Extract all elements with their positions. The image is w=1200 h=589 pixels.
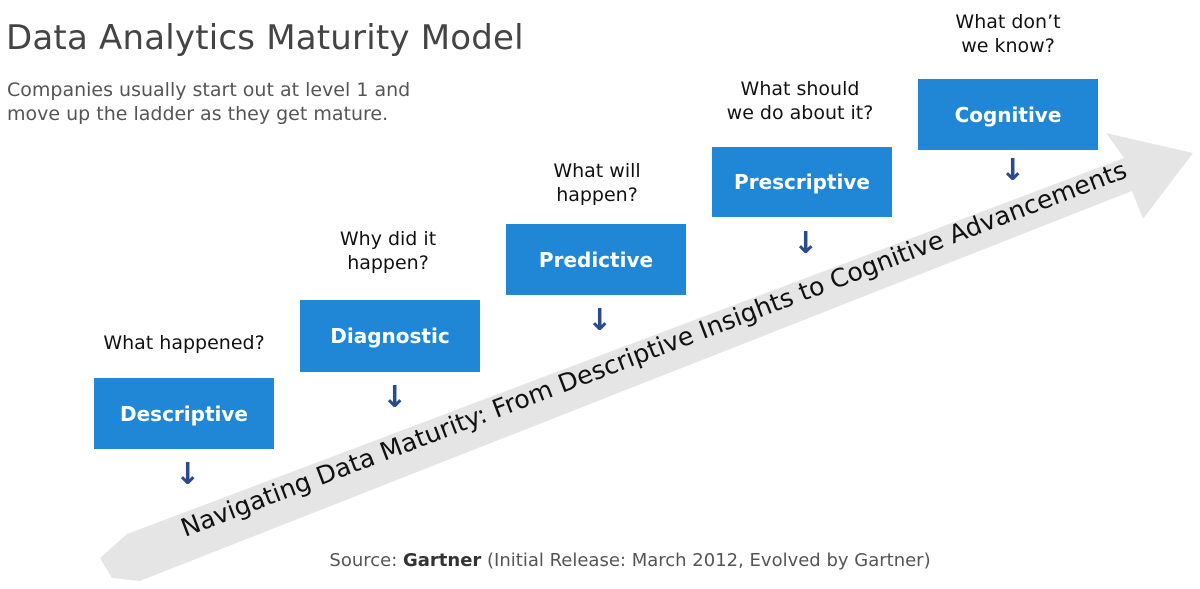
question-prescriptive-line-2: we do about it?	[726, 102, 874, 124]
stage-box-cognitive: Cognitive	[918, 79, 1098, 150]
page-title: Data Analytics Maturity Model	[6, 18, 524, 58]
question-diagnostic-line-1: Why did it	[339, 228, 437, 250]
subtitle: Companies usually start out at level 1 a…	[7, 78, 410, 126]
question-predictive: What will happen?	[497, 159, 697, 207]
question-cognitive: What don’t we know?	[908, 10, 1108, 58]
subtitle-line-1: Companies usually start out at level 1 a…	[7, 79, 411, 101]
question-prescriptive-line-1: What should	[740, 78, 860, 100]
down-arrow-icon: ↓	[1000, 153, 1026, 188]
source-citation: Source: Gartner (Initial Release: March …	[0, 550, 1200, 571]
question-descriptive-line-1: What happened?	[103, 332, 265, 354]
down-arrow-icon: ↓	[382, 380, 408, 415]
stage-box-diagnostic: Diagnostic	[300, 300, 480, 372]
question-cognitive-line-1: What don’t	[955, 11, 1061, 33]
down-arrow-icon: ↓	[793, 226, 819, 261]
question-descriptive: What happened?	[84, 331, 284, 355]
stage-box-descriptive: Descriptive	[94, 378, 274, 449]
down-arrow-icon: ↓	[175, 457, 201, 492]
question-predictive-line-2: happen?	[556, 184, 638, 206]
question-predictive-line-1: What will	[553, 160, 641, 182]
question-diagnostic-line-2: happen?	[347, 252, 429, 274]
stage-box-prescriptive: Prescriptive	[712, 147, 892, 217]
question-prescriptive: What should we do about it?	[700, 77, 900, 125]
stage-box-predictive: Predictive	[506, 224, 686, 295]
source-org: Gartner	[403, 550, 482, 571]
maturity-arrow-shape	[100, 133, 1193, 581]
question-diagnostic: Why did it happen?	[288, 227, 488, 275]
source-prefix: Source:	[329, 550, 403, 571]
question-cognitive-line-2: we know?	[961, 35, 1055, 57]
source-suffix: (Initial Release: March 2012, Evolved by…	[481, 550, 931, 571]
subtitle-line-2: move up the ladder as they get mature.	[7, 103, 389, 125]
down-arrow-icon: ↓	[587, 303, 613, 338]
